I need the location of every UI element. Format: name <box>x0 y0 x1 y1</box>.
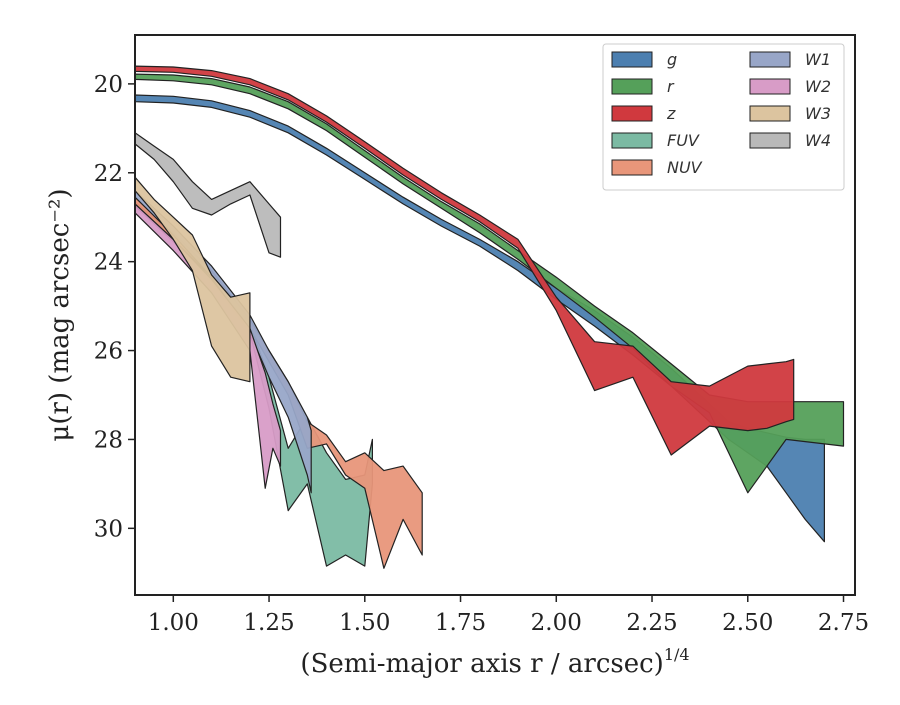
plot-frame <box>134 34 856 596</box>
legend-label-w2: W2 <box>805 77 831 96</box>
legend-label-z: z <box>666 104 676 123</box>
y-tick-label: 26 <box>94 339 123 365</box>
legend-swatch-r <box>611 78 653 95</box>
x-tick-label: 1.50 <box>339 610 390 636</box>
band-r <box>134 73 845 494</box>
legend-label-fuv: FUV <box>667 131 700 150</box>
y-tick-label: 20 <box>94 72 123 98</box>
x-tick-label: 2.25 <box>626 610 677 636</box>
legend-swatch-g <box>611 51 653 68</box>
legend-swatch-w2 <box>749 78 791 95</box>
legend-label-w3: W3 <box>805 104 831 123</box>
y-tick-label: 24 <box>94 250 123 276</box>
legend-swatch-fuv <box>611 132 653 149</box>
legend-swatch-z <box>611 105 653 122</box>
x-tick-label: 1.75 <box>435 610 486 636</box>
x-axis-label: (Semi-major axis r / arcsec)1/4 <box>300 645 689 679</box>
legend-swatch-w1 <box>749 51 791 68</box>
band-z <box>134 65 795 456</box>
legend-label-r: r <box>667 77 675 96</box>
legend-label-nuv: NUV <box>667 158 703 177</box>
y-tick-label: 30 <box>94 516 123 542</box>
band-w3 <box>134 176 251 383</box>
x-tick-label: 2.00 <box>531 610 582 636</box>
x-tick-label: 1.00 <box>148 610 199 636</box>
x-tick-label: 2.50 <box>722 610 773 636</box>
y-tick-label: 28 <box>94 427 123 453</box>
y-axis-label: μ(r) (mag arcsec⁻²) <box>45 188 75 441</box>
legend: grz FUV NUV W1 W2 W3 W4 <box>602 43 845 191</box>
legend-swatch-w4 <box>749 132 791 149</box>
legend-label-g: g <box>667 50 677 69</box>
y-tick-label: 22 <box>94 161 123 187</box>
x-tick-label: 1.25 <box>243 610 294 636</box>
legend-label-w1: W1 <box>805 50 831 69</box>
band-w4 <box>134 132 282 258</box>
legend-label-w4: W4 <box>805 131 831 150</box>
bands-layer <box>134 65 845 569</box>
band-g <box>134 94 826 543</box>
ticks-layer: 1.00 1.25 1.50 1.75 2.00 2.25 2.50 2.75 20 22 24 26… <box>94 72 869 636</box>
legend-swatch-nuv <box>611 159 653 176</box>
x-tick-label: 2.75 <box>818 610 869 636</box>
legend-swatch-w3 <box>749 105 791 122</box>
